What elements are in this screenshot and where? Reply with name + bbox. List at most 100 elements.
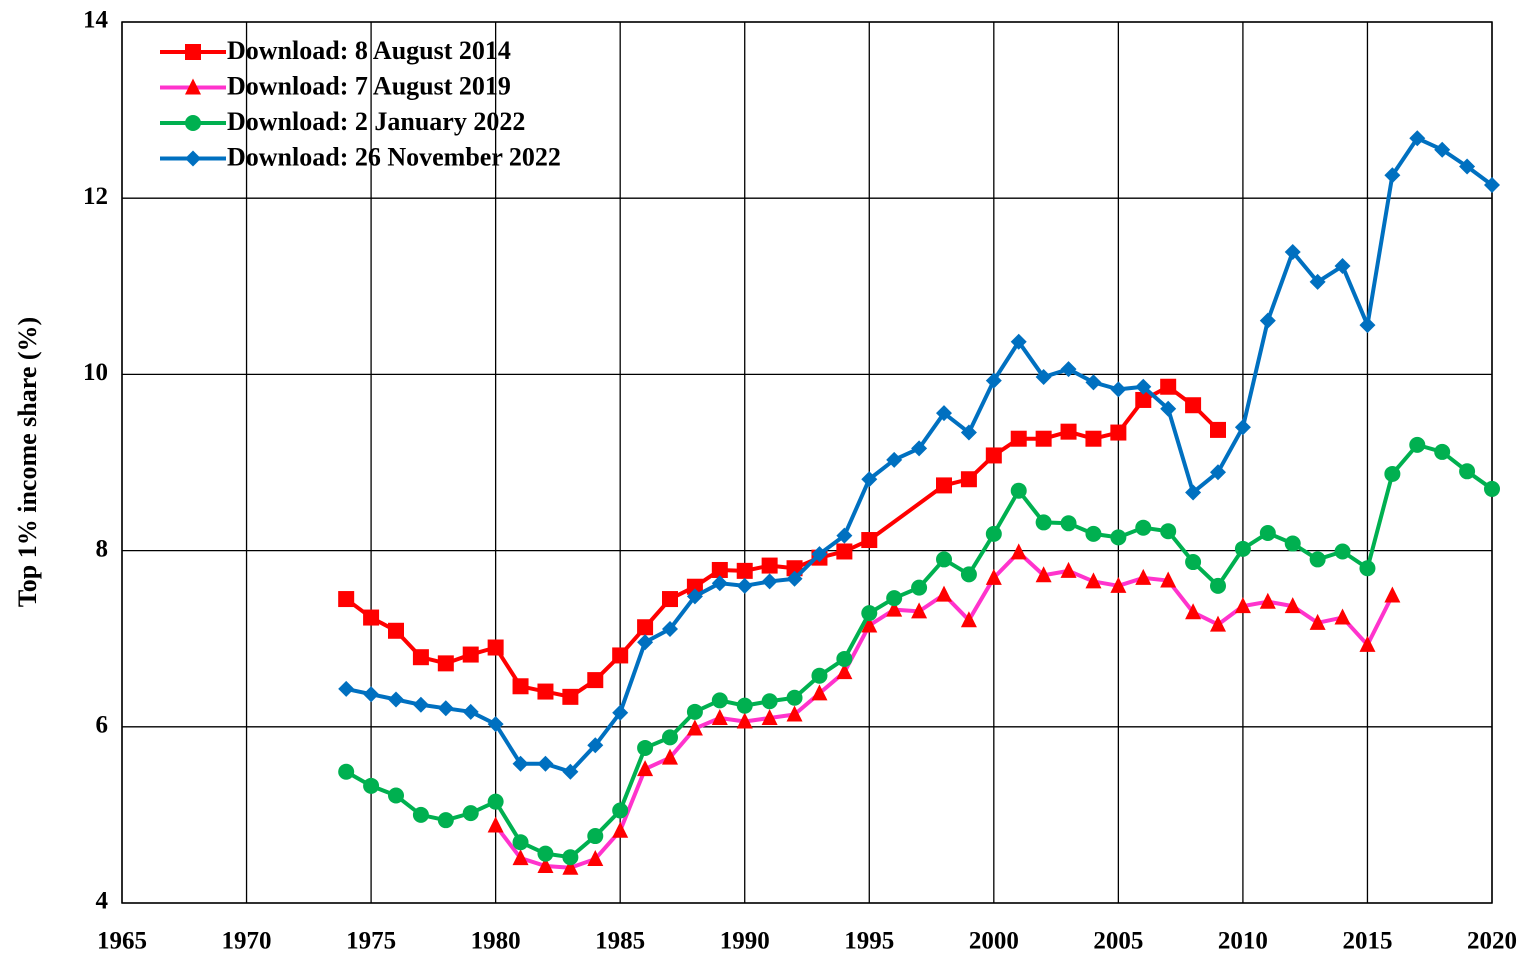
legend-marker (185, 44, 201, 60)
marker (1259, 524, 1276, 541)
marker (562, 688, 579, 705)
marker (686, 703, 703, 720)
y-tick-label: 10 (83, 359, 108, 386)
marker (662, 729, 678, 746)
marker (1085, 572, 1102, 589)
marker (711, 561, 728, 578)
marker (861, 616, 878, 633)
marker (1160, 571, 1177, 588)
marker (761, 708, 778, 725)
marker (786, 705, 803, 722)
marker (811, 684, 828, 701)
marker (811, 546, 828, 563)
plot-border (121, 21, 1493, 904)
marker (911, 602, 928, 619)
marker (711, 692, 728, 709)
marker (1060, 361, 1077, 378)
marker (1459, 158, 1476, 175)
marker (1334, 258, 1351, 275)
y-tick-label: 12 (83, 183, 108, 210)
marker (761, 693, 778, 710)
marker (1060, 561, 1077, 578)
marker (662, 621, 678, 638)
marker (985, 525, 1002, 542)
marker (686, 719, 703, 736)
marker (1309, 551, 1326, 568)
marker (612, 647, 629, 664)
marker (1135, 391, 1152, 408)
marker (861, 471, 878, 488)
marker (1035, 369, 1052, 386)
marker (388, 622, 404, 639)
marker (936, 405, 952, 422)
marker (537, 856, 554, 873)
marker (512, 755, 529, 772)
marker (1110, 424, 1127, 441)
marker (736, 712, 753, 729)
marker (836, 527, 853, 544)
x-tick-label: 2000 (969, 928, 1019, 955)
marker (1160, 523, 1177, 540)
legend-marker (185, 78, 201, 95)
marker (587, 828, 604, 845)
marker (1384, 465, 1401, 482)
marker (861, 532, 878, 549)
x-tick-label: 1965 (97, 928, 147, 955)
marker (1035, 430, 1052, 447)
marker (761, 557, 778, 574)
marker (437, 655, 454, 672)
marker (1234, 540, 1251, 557)
marker (1384, 167, 1401, 184)
marker (1234, 419, 1251, 436)
marker (487, 816, 504, 833)
marker (462, 646, 479, 663)
marker (886, 590, 903, 607)
marker (1384, 586, 1401, 603)
marker (1185, 397, 1202, 414)
marker (886, 451, 903, 468)
marker (1434, 141, 1451, 158)
marker (1035, 514, 1052, 531)
legend-label: Download: 8 August 2014 (227, 36, 511, 65)
marker (1334, 608, 1351, 625)
marker (462, 805, 479, 822)
marker (1309, 613, 1326, 630)
marker (612, 704, 629, 721)
marker (736, 697, 753, 714)
marker (388, 691, 404, 708)
marker (1060, 515, 1077, 532)
marker (936, 585, 952, 602)
marker (1309, 273, 1326, 290)
x-tick-label: 2015 (1342, 928, 1392, 955)
y-axis-label: Top 1% income share (%) (13, 317, 42, 607)
marker (1409, 436, 1426, 453)
marker (1185, 554, 1202, 571)
marker (985, 568, 1002, 585)
marker (960, 566, 977, 583)
marker (587, 737, 604, 754)
marker (761, 573, 778, 590)
x-tick-label: 1995 (844, 928, 894, 955)
marker (437, 700, 454, 717)
marker (1185, 484, 1202, 501)
marker (1484, 176, 1500, 193)
legend-label: Download: 2 January 2022 (227, 107, 525, 136)
marker (512, 849, 529, 866)
marker (711, 708, 728, 725)
marker (960, 611, 977, 628)
marker (911, 579, 928, 596)
marker (1210, 577, 1226, 594)
marker (487, 639, 504, 656)
marker (412, 649, 429, 666)
marker (1359, 317, 1376, 334)
marker (1010, 333, 1027, 350)
marker (936, 551, 952, 568)
marker (985, 372, 1002, 389)
series-line (345, 442, 1494, 860)
marker (1409, 130, 1426, 147)
marker (1234, 597, 1251, 614)
marker (1110, 529, 1127, 546)
marker (736, 562, 753, 579)
marker (1434, 443, 1451, 460)
